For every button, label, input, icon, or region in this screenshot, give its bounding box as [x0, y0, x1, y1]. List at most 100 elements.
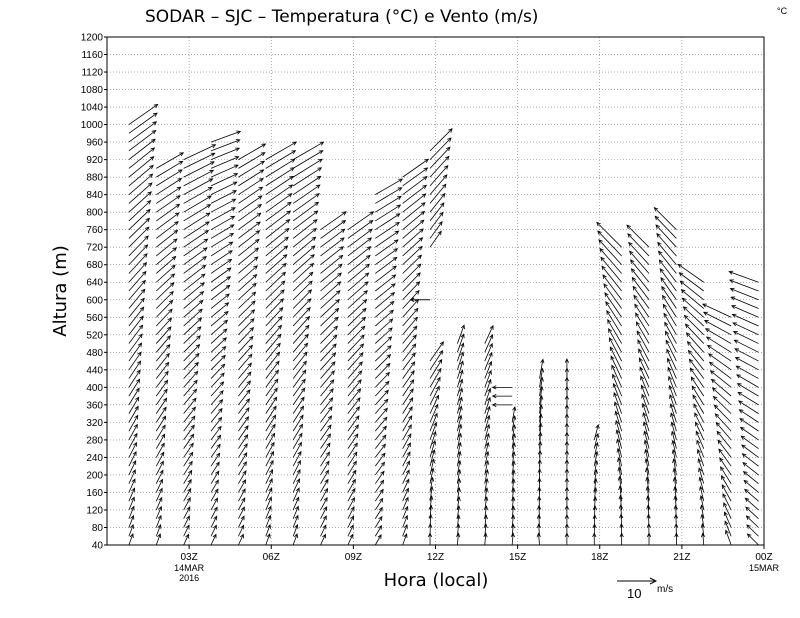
- wind-arrow: [402, 478, 410, 493]
- wind-arrow-head: [218, 399, 224, 404]
- wind-arrow-head: [598, 239, 603, 244]
- wind-arrow-shaft: [155, 282, 175, 301]
- wind-arrow-shaft: [210, 267, 232, 283]
- wind-arrow-shaft: [714, 404, 732, 423]
- wind-arrow-head: [130, 523, 134, 529]
- wind-arrow: [484, 369, 492, 388]
- wind-arrow: [484, 333, 494, 353]
- wind-arrow-head: [744, 488, 749, 494]
- wind-arrow: [265, 469, 274, 484]
- wind-arrow-shaft: [617, 439, 623, 458]
- wind-arrow-shaft: [320, 497, 328, 511]
- wind-arrow-shaft: [265, 442, 275, 458]
- wind-arrow-shaft: [210, 198, 236, 213]
- wind-arrow-shaft: [402, 479, 410, 493]
- wind-arrow: [210, 399, 224, 414]
- wind-arrow-head: [489, 333, 494, 339]
- wind-arrow-head: [442, 183, 447, 189]
- wind-arrow-shaft: [688, 350, 705, 371]
- wind-arrow-shaft: [320, 211, 347, 231]
- wind-arrow-head: [734, 357, 740, 361]
- y-axis-label: Altura (m): [50, 245, 71, 337]
- wind-arrow-head: [741, 453, 747, 458]
- wind-arrow-shaft: [320, 406, 333, 423]
- y-tick-label: 1160: [81, 50, 103, 61]
- wind-arrow-head: [668, 384, 673, 390]
- wind-arrow-head: [220, 363, 226, 369]
- wind-arrow: [265, 523, 271, 537]
- wind-arrow-head: [295, 496, 300, 502]
- wind-arrow-shaft: [156, 186, 181, 204]
- wind-arrow-shaft: [210, 285, 230, 301]
- wind-arrow-head: [269, 469, 274, 474]
- wind-arrow-head: [456, 532, 461, 538]
- wind-arrow: [429, 367, 442, 388]
- wind-arrow-shaft: [429, 137, 452, 160]
- wind-arrow: [210, 293, 230, 309]
- wind-arrow-shaft: [155, 300, 173, 318]
- wind-arrow-shaft: [689, 359, 705, 379]
- wind-arrow-shaft: [238, 425, 249, 441]
- wind-arrow-head: [277, 324, 283, 330]
- wind-arrow: [347, 290, 368, 309]
- wind-arrow-head: [643, 430, 648, 436]
- wind-arrow: [128, 414, 139, 432]
- wind-arrow-head: [215, 461, 220, 467]
- wind-arrow: [639, 366, 650, 388]
- wind-arrow: [599, 247, 622, 274]
- wind-arrow-shaft: [210, 311, 229, 327]
- wind-arrow-shaft: [538, 524, 540, 537]
- wind-arrow: [210, 139, 241, 152]
- wind-arrow-head: [604, 292, 609, 297]
- wind-arrow-head: [397, 187, 403, 192]
- wind-arrow: [183, 282, 205, 301]
- wind-arrow-shaft: [662, 295, 677, 318]
- wind-arrow-head: [431, 449, 436, 455]
- y-tick-label: 720: [86, 243, 103, 254]
- wind-arrow-head: [606, 310, 611, 315]
- wind-arrow: [402, 245, 423, 266]
- wind-arrow-shaft: [402, 228, 424, 248]
- wind-arrow-shaft: [629, 250, 650, 274]
- wind-arrow: [601, 265, 622, 292]
- wind-arrow-head: [377, 534, 382, 539]
- wind-arrow: [183, 186, 213, 204]
- wind-arrow: [347, 424, 359, 441]
- wind-arrow: [155, 469, 164, 484]
- wind-arrow: [671, 439, 677, 458]
- wind-arrow-head: [169, 290, 174, 296]
- wind-arrow: [402, 325, 418, 344]
- wind-arrow: [238, 488, 246, 502]
- wind-arrow: [693, 403, 705, 423]
- wind-arrow: [374, 371, 391, 388]
- wind-arrow-head: [666, 348, 671, 354]
- wind-arrow: [238, 479, 246, 493]
- wind-arrow-head: [340, 228, 346, 233]
- wind-arrow: [292, 423, 303, 441]
- wind-arrow: [429, 174, 448, 195]
- wind-arrow-head: [745, 506, 750, 511]
- wind-arrow-head: [327, 424, 332, 430]
- wind-arrow-head: [191, 415, 196, 421]
- wind-arrow-shaft: [128, 289, 146, 309]
- wind-arrow-head: [594, 450, 599, 456]
- wind-arrow: [292, 150, 324, 169]
- wind-arrow-head: [657, 241, 662, 247]
- wind-arrow-shaft: [626, 224, 650, 248]
- wind-arrow: [593, 432, 600, 449]
- wind-arrow: [128, 378, 141, 397]
- wind-arrow-shaft: [210, 462, 220, 476]
- wind-arrow-shaft: [429, 212, 444, 230]
- wind-arrow-shaft: [210, 408, 223, 423]
- wind-arrow-head: [178, 160, 184, 165]
- wind-arrow: [238, 204, 263, 222]
- wind-arrow-shaft: [265, 478, 273, 493]
- wind-arrow-shaft: [724, 511, 732, 528]
- wind-arrow-shaft: [745, 506, 759, 520]
- wind-arrow-shaft: [374, 462, 385, 476]
- wind-arrow: [292, 469, 301, 484]
- wind-arrow: [265, 441, 275, 458]
- wind-arrow: [292, 254, 315, 274]
- wind-arrow-shaft: [128, 191, 152, 213]
- wind-arrow-shaft: [210, 372, 225, 388]
